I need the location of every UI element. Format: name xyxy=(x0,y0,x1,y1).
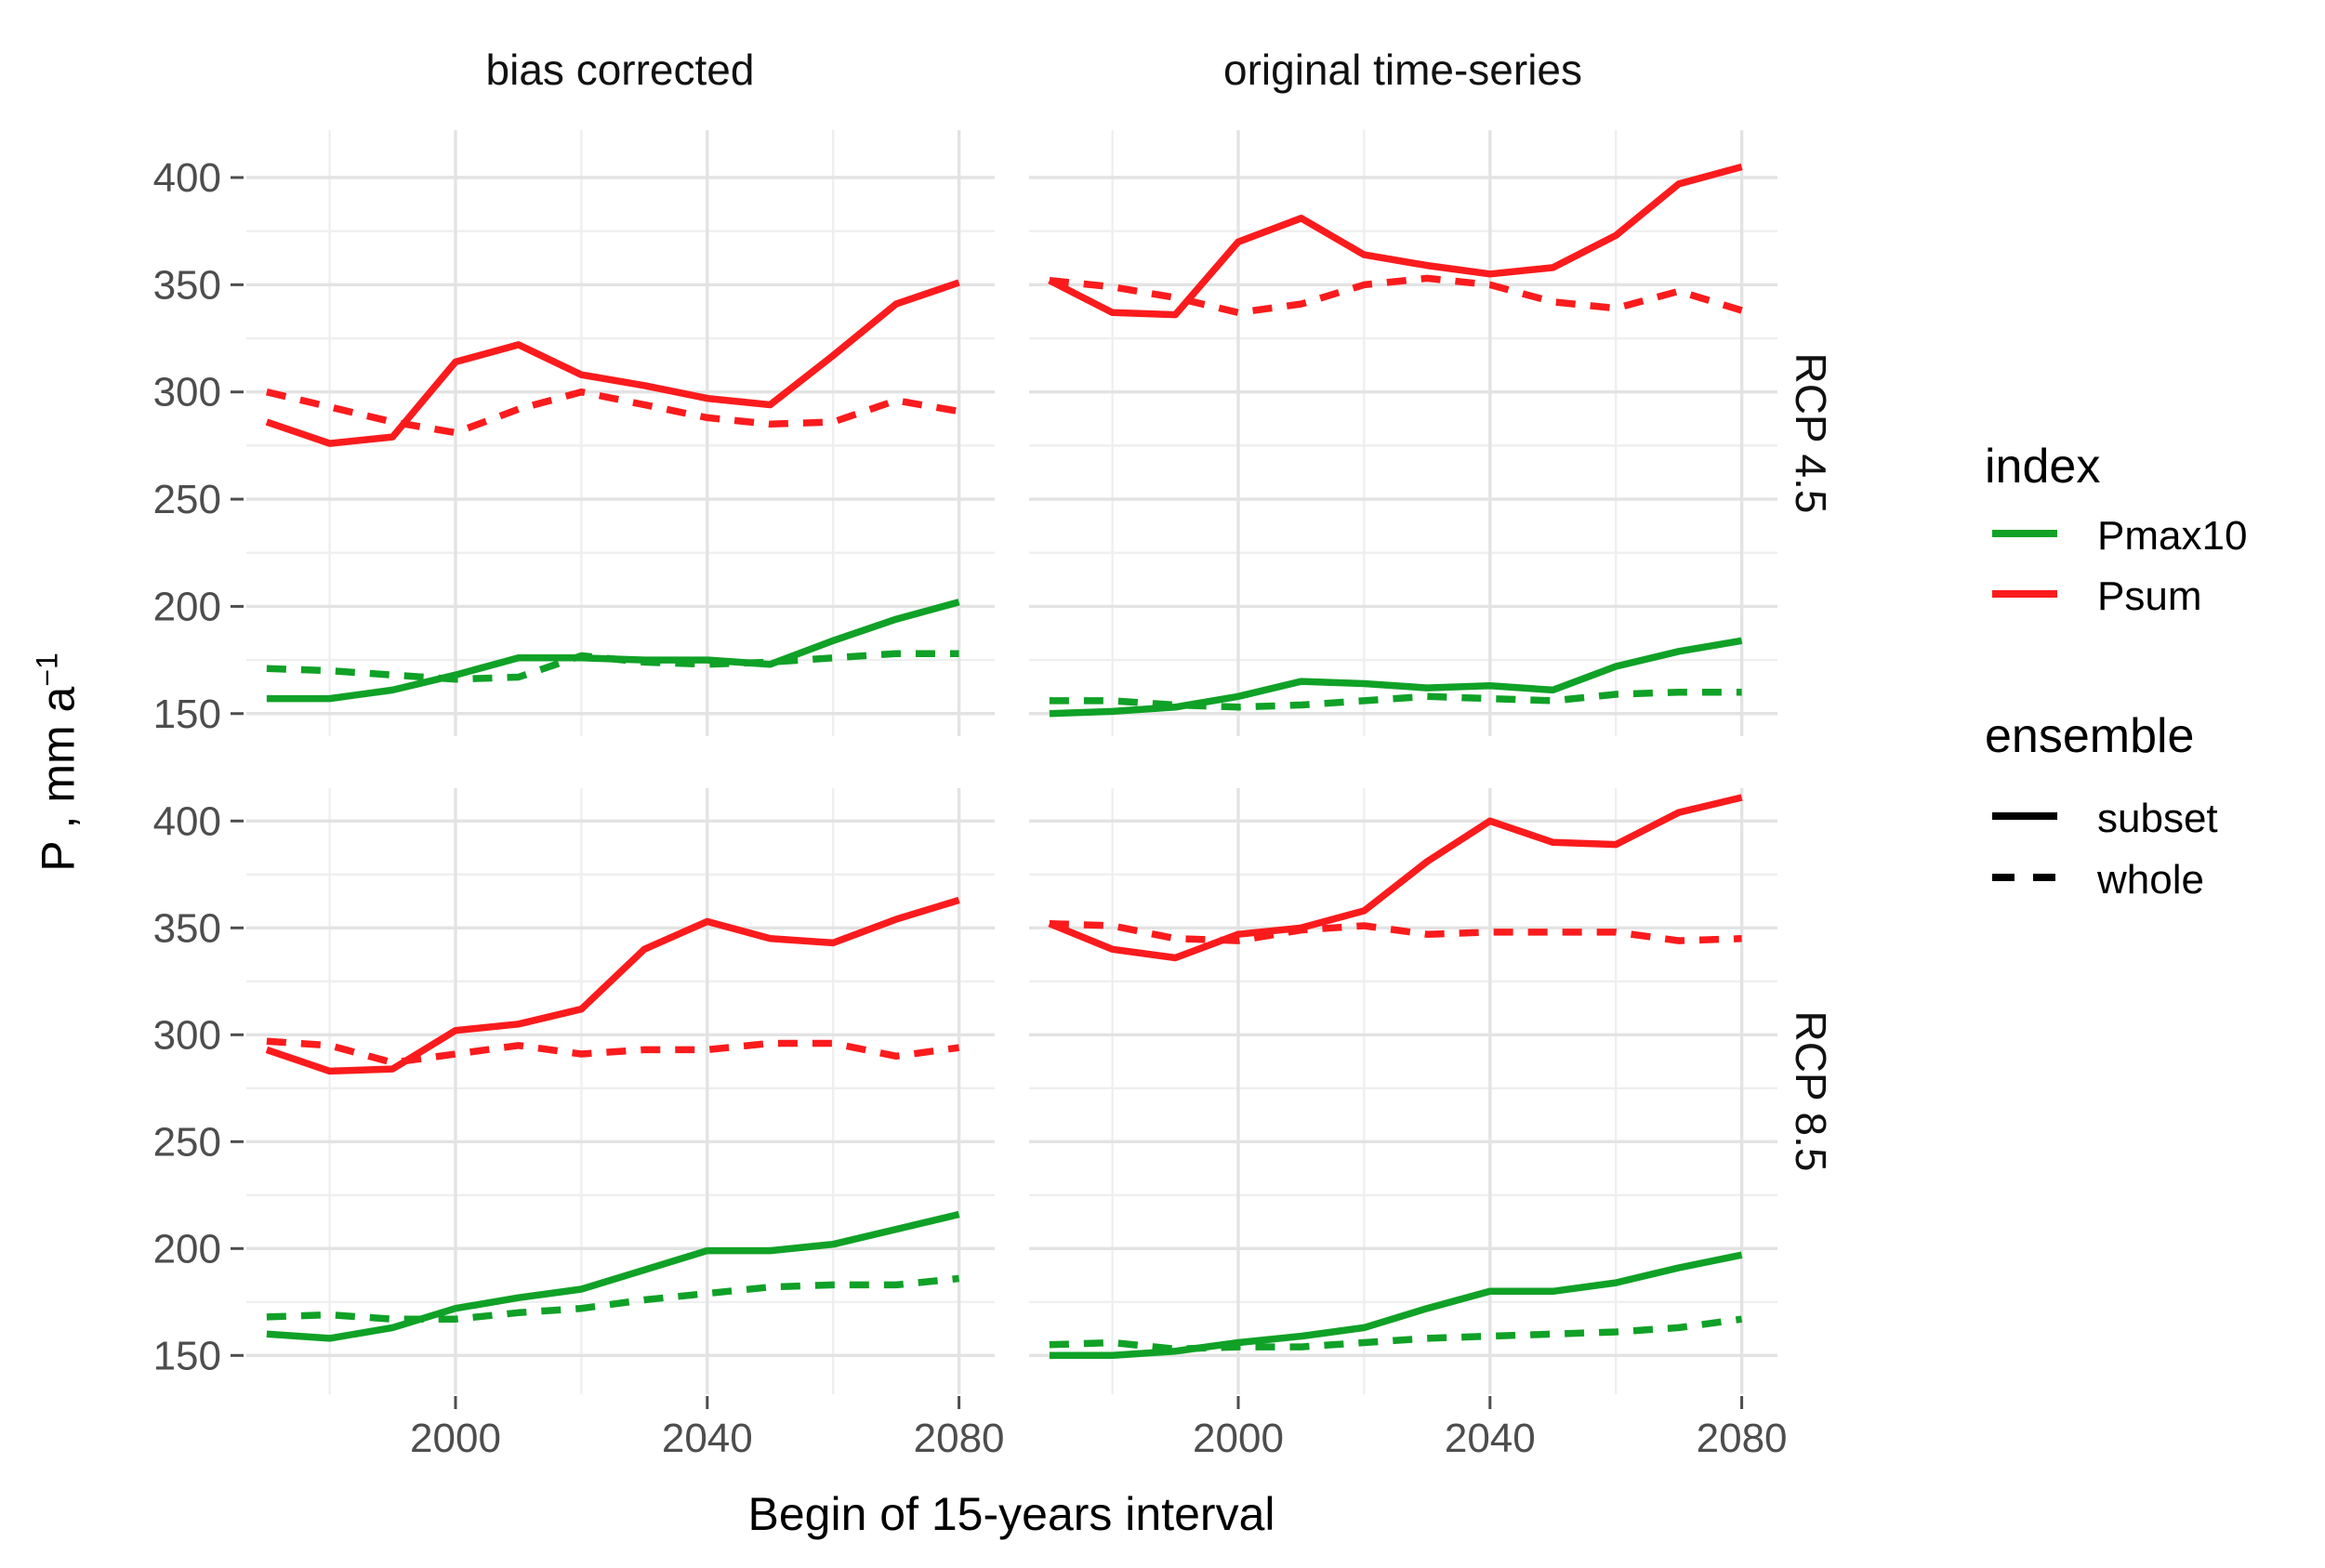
y-tick-label: 250 xyxy=(153,1119,221,1165)
facet-strip-rcp-4-5: RCP 4.5 xyxy=(1787,352,1835,514)
series-pmax10-subset xyxy=(1049,1251,1743,1360)
series-pmax10-subset xyxy=(1049,637,1743,718)
y-tick-label: 150 xyxy=(153,692,221,737)
series-psum-whole xyxy=(1049,274,1743,317)
y-tick-label: 350 xyxy=(153,262,221,308)
x-tick-label: 2000 xyxy=(1193,1416,1284,1461)
y-tick-label: 150 xyxy=(153,1333,221,1378)
y-axis-title: P , mm a−1 xyxy=(31,652,86,872)
facet-strip-original-time-series: original time-series xyxy=(1222,46,1583,94)
series-pmax10-whole xyxy=(1049,1315,1743,1353)
pmax10-key-line-icon xyxy=(1992,530,2057,537)
series-psum-subset xyxy=(265,896,960,1075)
series-psum-whole xyxy=(1049,919,1742,944)
psum-key-line-icon xyxy=(1992,590,2057,598)
series-psum-whole xyxy=(266,1037,960,1066)
y-tick-label: 250 xyxy=(153,477,221,522)
series-pmax10-whole xyxy=(266,1274,959,1323)
y-tick-label: 200 xyxy=(153,584,221,629)
legend-item-whole: whole xyxy=(2097,857,2204,903)
facet-strip-rcp-8-5: RCP 8.5 xyxy=(1787,1010,1835,1172)
facet-strip-bias-corrected: bias corrected xyxy=(485,46,755,94)
series-psum-whole xyxy=(266,388,960,437)
series-psum-subset xyxy=(1048,163,1743,319)
x-tick-label: 2040 xyxy=(662,1416,753,1461)
x-tick-label: 2040 xyxy=(1445,1416,1536,1461)
legend-ensemble-title: ensemble xyxy=(1985,709,2195,763)
series-psum-subset xyxy=(265,279,960,447)
x-tick-label: 2000 xyxy=(410,1416,501,1461)
y-tick-label: 300 xyxy=(153,370,221,415)
whole-key-line-icon xyxy=(1992,874,2057,881)
x-tick-label: 2080 xyxy=(1697,1416,1788,1461)
y-axis-title-text: P , mm a xyxy=(32,686,85,872)
x-axis-title: Begin of 15-years interval xyxy=(747,1488,1275,1540)
series-pmax10-whole xyxy=(266,650,959,683)
legend-index-title: index xyxy=(1985,440,2101,494)
legend-item-pmax10: Pmax10 xyxy=(2097,513,2248,559)
y-tick-label: 400 xyxy=(153,798,221,844)
y-tick-label: 200 xyxy=(153,1226,221,1272)
y-tick-label: 350 xyxy=(153,905,221,951)
y-axis-title-exponent: −1 xyxy=(30,652,64,687)
y-tick-label: 400 xyxy=(153,155,221,201)
x-tick-label: 2080 xyxy=(914,1416,1005,1461)
series-pmax10-whole xyxy=(1049,688,1742,711)
series-pmax10-subset xyxy=(266,1210,960,1342)
series-pmax10-subset xyxy=(266,599,960,703)
legend-item-subset: subset xyxy=(2097,796,2218,841)
subset-key-line-icon xyxy=(1992,812,2057,820)
series-psum-subset xyxy=(1048,794,1743,962)
y-tick-label: 300 xyxy=(153,1012,221,1058)
legend-item-psum: Psum xyxy=(2097,573,2202,619)
